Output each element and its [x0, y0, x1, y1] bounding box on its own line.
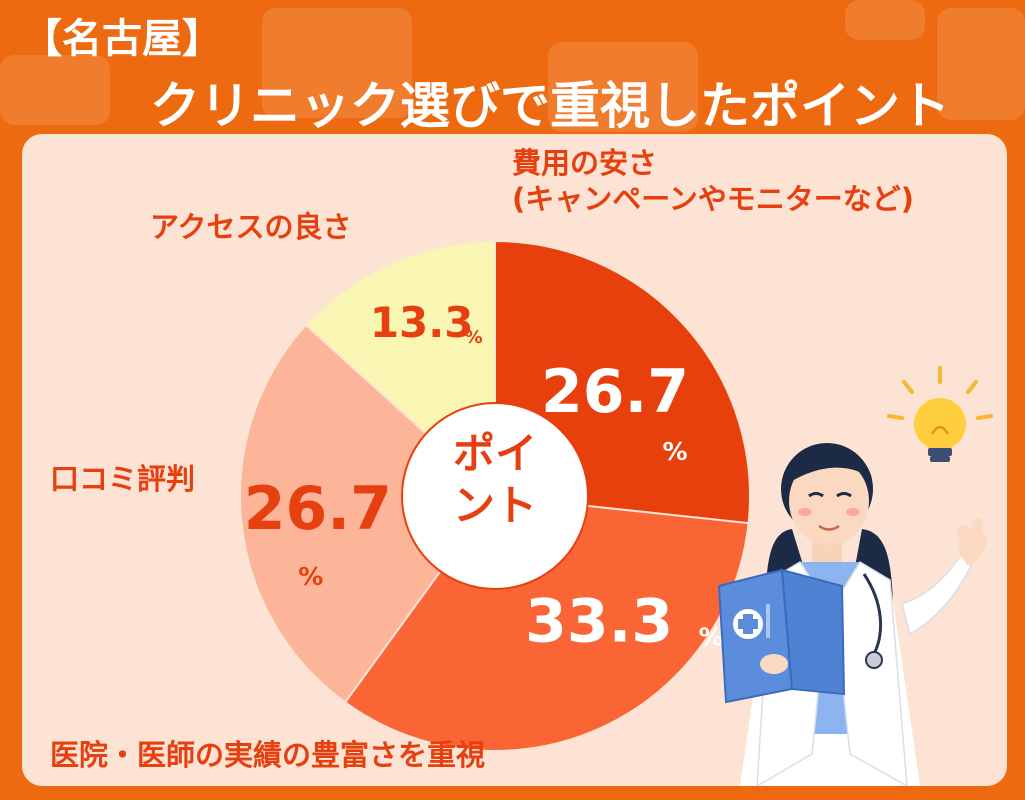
pie-value-unit: % [465, 327, 483, 348]
center-label-line1: ポイ [453, 429, 537, 478]
medical-cross-icon [717, 568, 846, 704]
bg-bubble [845, 0, 925, 40]
center-label-line2: ント [453, 481, 537, 530]
bg-bubble [262, 8, 412, 118]
doctor-illustration [717, 443, 988, 786]
pie-value-unit: % [662, 437, 687, 466]
label-access: アクセスの良さ [150, 210, 352, 244]
pie-value-label: 26.7 [541, 357, 689, 427]
pie-chart: 26.7%33.3 %26.7%13.3% ポイ ント [239, 239, 993, 786]
pie-value-label: 13.3 [370, 298, 474, 347]
pie-value-label: 33.3 [525, 586, 673, 656]
pie-value-label: 26.7 [244, 474, 392, 544]
label-reviews: 口コミ評判 [50, 462, 196, 496]
center-circle [401, 402, 589, 590]
pie-value-labels: 26.7%33.3 %26.7%13.3% [244, 298, 724, 656]
bg-bubble [548, 42, 698, 132]
bg-bubble [0, 55, 110, 125]
label-cost-line2: (キャンペーンやモニターなど) [512, 182, 915, 216]
pie-value-unit: % [699, 622, 724, 651]
page-title-region: 【名古屋】 [22, 16, 222, 62]
label-cost-line1: 費用の安さ [512, 146, 658, 180]
page-title: クリニック選びで重視したポイント [150, 77, 950, 135]
bg-bubble [937, 8, 1025, 120]
pie-slice [239, 323, 497, 704]
label-experience: 医院・医師の実績の豊富さを重視 [50, 738, 486, 772]
lightbulb-icon [887, 366, 993, 462]
chart-panel: 26.7% 33.3% 26.7% 13.3% ポイ ント [22, 134, 1007, 786]
pie-value-unit: % [298, 562, 323, 591]
